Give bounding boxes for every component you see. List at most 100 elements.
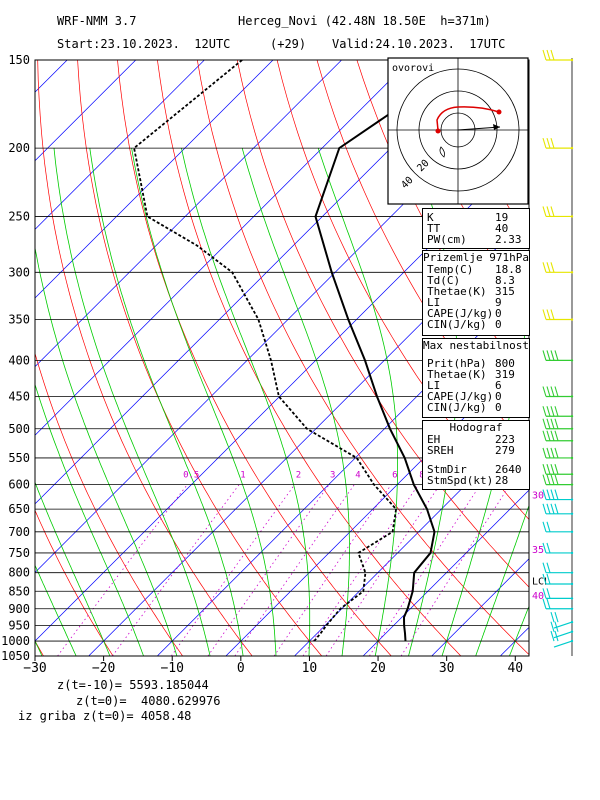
wind-barb-flag — [546, 406, 551, 417]
maxinst-row: LI 6 — [427, 379, 502, 392]
wind-barb-dot — [570, 215, 574, 218]
wind-barb-flag — [542, 588, 547, 599]
pressure-label: 600 — [8, 478, 30, 492]
wind-barb-flag — [554, 447, 559, 459]
wind-barb-dot — [570, 582, 574, 586]
max-instability-box: Max nestabilnost Prit(hPa) 800 Thetae(K) 3… — [422, 338, 530, 418]
pressure-label: 900 — [8, 602, 30, 616]
pressure-label: 1050 — [1, 649, 30, 663]
isotherm-line — [362, 489, 529, 656]
temperature-profile — [314, 60, 470, 642]
wind-barb-flag — [550, 386, 555, 397]
wind-barb-flag — [542, 464, 547, 475]
hodograf-row: EH 223 — [427, 433, 515, 446]
isotherm-line — [35, 60, 342, 368]
x-tick-label: 10 — [302, 661, 318, 676]
pressure-label: 700 — [8, 525, 30, 539]
wind-barb-flag — [546, 598, 551, 609]
wind-barb-flag — [550, 49, 555, 61]
wind-barb-dot — [570, 530, 574, 534]
right-axis-label: 35 — [532, 545, 544, 556]
surface-row: Td(C) 8.3 — [427, 274, 515, 287]
hodograf-row: StmDir 2640 — [427, 463, 522, 476]
wind-barb-flag — [546, 386, 551, 397]
hodograph-start-point — [435, 128, 441, 134]
wind-barb-dot — [570, 630, 574, 633]
hodograph-end-point — [496, 109, 502, 115]
surface-row: CAPE(J/kg) 0 — [427, 307, 502, 320]
mixing-ratio-label: 1 — [240, 470, 245, 480]
wind-barb-dot — [570, 473, 574, 476]
wind-barb-flag — [546, 430, 551, 441]
dry-adiabat-line — [557, 60, 600, 656]
wind-barb-flag — [554, 418, 559, 429]
pressure-label: 400 — [8, 353, 30, 367]
right-axis-label: LCL — [532, 576, 550, 587]
wind-barb-flag — [542, 521, 547, 532]
isotherm-line — [35, 60, 205, 230]
pressure-label: 450 — [8, 389, 30, 403]
wind-barb-dot — [570, 456, 574, 460]
wind-barb-flag — [550, 418, 555, 429]
wind-barb-flag — [542, 562, 547, 573]
wind-barb-flag — [554, 503, 559, 514]
moist-adiabat-line — [181, 148, 311, 656]
x-tick-label: 40 — [507, 661, 523, 676]
pressure-label: 200 — [8, 141, 30, 155]
isobars — [35, 59, 529, 657]
height-tminus10: z(t=-10)= 5593.185044 — [57, 678, 209, 692]
surface-row: CIN(J/kg) 0 — [427, 318, 502, 331]
isotherm-line — [35, 60, 274, 299]
wind-barb-flag — [554, 489, 559, 500]
wind-barb-flag — [550, 474, 555, 485]
wind-barb-flag — [554, 621, 559, 632]
maxinst-row: Prit(hPa) 800 — [427, 357, 515, 370]
right-axis-labels: 30 35 LCL 40 — [532, 491, 550, 602]
wind-barb-flag — [542, 309, 547, 320]
wind-barb-flag — [542, 386, 547, 397]
model-name: WRF-NMM 3.7 — [57, 14, 137, 28]
wind-barb-flag — [546, 137, 551, 149]
moist-adiabat-line — [241, 147, 350, 656]
wind-barb-flag — [542, 406, 547, 417]
wind-barb-flag — [550, 630, 555, 642]
wind-barb-dot — [570, 415, 574, 418]
wind-barb-flag — [554, 611, 559, 623]
isotherm-line — [294, 421, 529, 656]
wind-barb-flag — [546, 588, 551, 599]
profiles — [133, 60, 470, 642]
wind-barb-flag — [542, 137, 547, 149]
wind-barb-flag — [546, 464, 551, 475]
wind-barb-dot — [570, 607, 574, 610]
wind-barb-flag — [554, 630, 559, 642]
maxinst-row: Thetae(K) 319 — [427, 368, 515, 381]
wind-barb-flag — [550, 206, 555, 217]
pressure-label: 750 — [8, 546, 30, 560]
surface-box-title: Prizemlje 971hPa — [423, 251, 529, 264]
wind-barb-flag — [546, 573, 551, 585]
wind-barb-dot — [570, 318, 574, 321]
mixing-ratio-line — [57, 484, 188, 656]
index-row: TT 40 — [427, 222, 509, 235]
wind-barb-flag — [546, 521, 551, 532]
pressure-label: 500 — [8, 422, 30, 436]
wind-barb-flag — [542, 206, 547, 217]
right-axis-label: 30 — [532, 491, 544, 502]
wind-barb-dot — [570, 639, 574, 643]
pressure-label: 950 — [8, 618, 30, 632]
pressure-label: 300 — [8, 265, 30, 279]
wind-barb-flag — [550, 262, 555, 273]
x-tick-label: −10 — [160, 661, 183, 676]
wind-barb-flag — [550, 464, 555, 475]
wind-barb-flag — [546, 542, 551, 554]
wind-barb-flag — [550, 406, 555, 417]
mixing-ratio-line — [170, 484, 296, 656]
mixing-ratio-label: 6 — [392, 470, 397, 480]
wind-barb-dot — [570, 483, 574, 486]
pressure-label: 150 — [8, 53, 30, 67]
wind-barb-flag — [546, 49, 551, 61]
wind-barb-flag — [550, 350, 555, 361]
mixing-ratio-label: 3 — [330, 470, 335, 480]
hodograf-row: SREH 279 — [427, 444, 515, 457]
moist-adiabat-line — [317, 147, 399, 656]
